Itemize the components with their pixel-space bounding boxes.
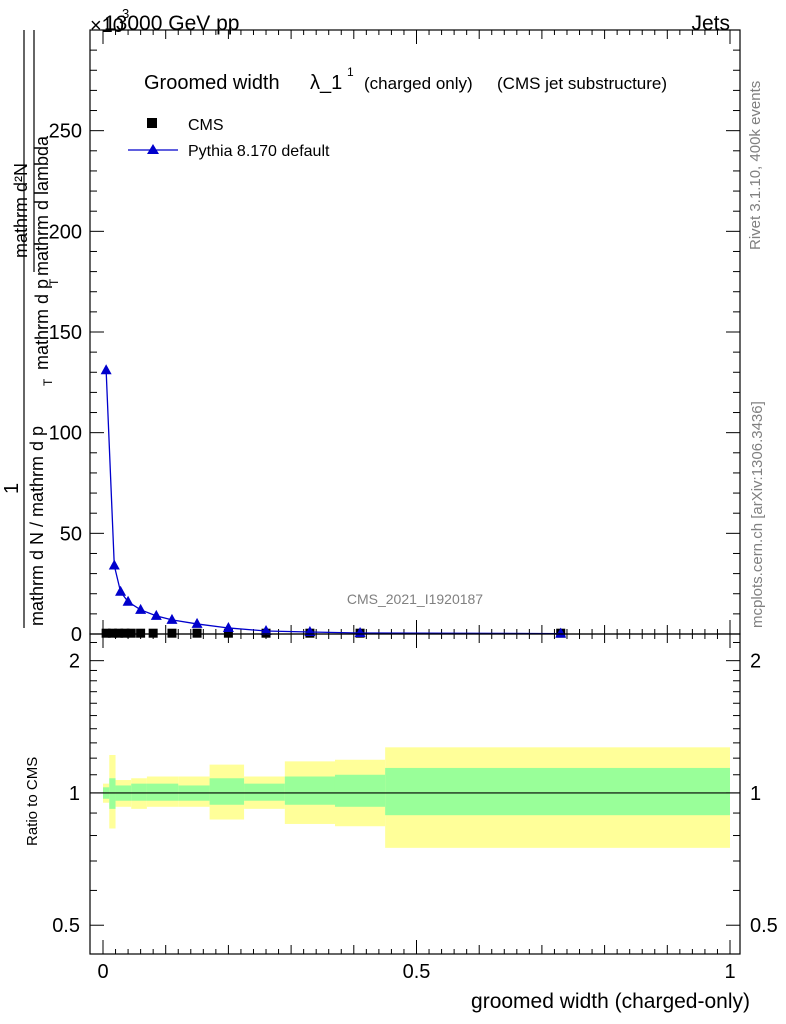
pythia-point — [150, 609, 162, 620]
ylabel-lhs-denominator: mathrm d N / mathrm d p — [27, 426, 47, 626]
chart-title-sub-a: (charged only) — [364, 74, 473, 93]
cms-point — [148, 628, 158, 638]
category-label: Jets — [691, 12, 730, 35]
ratio-xtick-label: 1 — [724, 961, 735, 983]
pythia-point — [108, 559, 120, 570]
pythia-point — [222, 621, 234, 632]
ylabel-denominator-top-sub: T — [47, 278, 61, 286]
ratio-ytick-label: 1 — [69, 783, 80, 805]
ylabel-lhs-numerator: 1 — [1, 483, 23, 494]
ratio-bands — [90, 747, 740, 848]
cms-point — [223, 628, 233, 638]
pythia-point — [260, 624, 272, 635]
pythia-point — [555, 627, 567, 638]
chart-title-main: Groomed width — [144, 72, 280, 94]
cms-point — [136, 628, 146, 638]
chart-title-sub-b: (CMS jet substructure) — [497, 74, 667, 93]
ratio-stat-band — [385, 767, 730, 816]
main-ytick-label: 250 — [49, 121, 82, 143]
ratio-xlabel: groomed width (charged-only) — [471, 990, 750, 1013]
pythia-point — [115, 585, 127, 596]
legend-pythia-marker — [147, 144, 159, 154]
pythia-point — [135, 603, 147, 614]
watermark: CMS_2021_I1920187 — [347, 591, 483, 607]
ratio-stat-band — [131, 783, 147, 801]
main-ytick-label: 100 — [49, 423, 82, 445]
pythia-point — [191, 617, 203, 628]
main-ylabel: mathrm d²N mathrm d p T mathrm d lambda … — [1, 30, 61, 628]
cms-point — [120, 628, 130, 638]
ratio-xtick-label: 0 — [97, 961, 108, 983]
pythia-point — [166, 613, 178, 624]
ratio-ytick-label-right: 0.5 — [750, 915, 778, 937]
chart-title-superscript: 1 — [347, 65, 354, 79]
pythia-point — [122, 595, 134, 606]
main-ytick-label: 50 — [60, 523, 82, 545]
cms-point — [126, 628, 136, 638]
exponent-power: 3 — [122, 6, 129, 21]
ratio-ytick-label: 2 — [69, 651, 80, 673]
ratio-plot-frame — [89, 633, 741, 955]
ratio-stat-band — [284, 776, 335, 805]
ylabel-denominator-top: mathrm d p — [32, 279, 52, 370]
ratio-stat-band — [209, 778, 245, 805]
ratio-ytick-label: 0.5 — [52, 915, 80, 937]
pythia-point — [100, 364, 112, 375]
ratio-ytick-label-right: 1 — [750, 783, 761, 805]
legend-pythia-label: Pythia 8.170 default — [188, 143, 330, 160]
ratio-ylabel: Ratio to CMS — [24, 757, 41, 846]
ratio-stat-band — [146, 783, 179, 801]
main-ytick-label: 200 — [49, 221, 82, 243]
ratio-axis-ticks: 0.5 0.5 1 1 2 2 0 0.5 1 — [52, 634, 778, 983]
cms-point — [114, 628, 124, 638]
chart-title-symbol: λ_1 — [310, 72, 342, 94]
main-series — [100, 364, 567, 638]
cms-point — [101, 628, 111, 638]
cms-point — [107, 628, 117, 638]
cms-point — [192, 628, 202, 638]
cms-point — [167, 628, 177, 638]
ylabel-denominator-top-rest: mathrm d lambda — [32, 135, 52, 276]
rivet-label: Rivet 3.1.10, 400k events — [747, 81, 764, 250]
ratio-stat-band — [244, 783, 285, 801]
energy-label: 13000 GeV pp — [104, 12, 239, 35]
ylabel-numerator-top: mathrm d²N — [11, 163, 31, 258]
legend-cms-marker — [147, 118, 157, 128]
main-ytick-label: 0 — [71, 624, 82, 646]
mcplots-label: mcplots.cern.ch [arXiv:1306.3436] — [749, 401, 766, 628]
ratio-ytick-label-right: 2 — [750, 651, 761, 673]
legend-cms-label: CMS — [188, 117, 224, 134]
ratio-xtick-label: 0.5 — [403, 961, 431, 983]
ratio-stat-band — [334, 774, 386, 807]
ratio-stat-band — [109, 778, 116, 809]
pythia-line — [105, 370, 561, 635]
main-ytick-label: 150 — [49, 322, 82, 344]
ylabel-lhs-denominator-sub: T — [41, 378, 55, 386]
